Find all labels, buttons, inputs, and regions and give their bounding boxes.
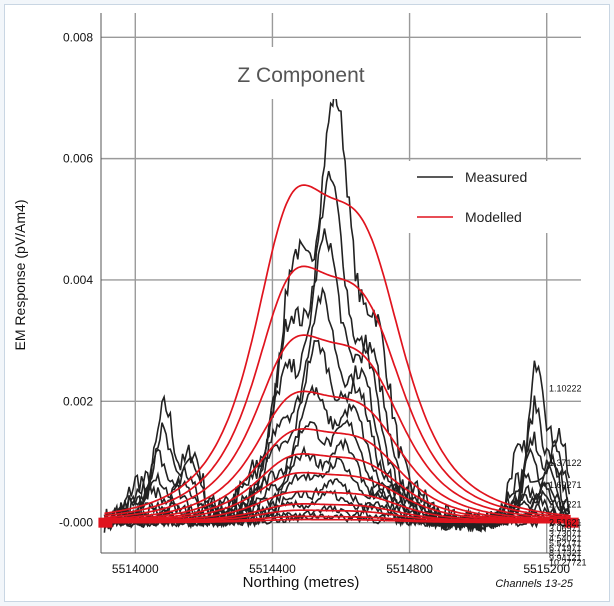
- y-tick-label: 0.002: [63, 394, 93, 408]
- channels-note: Channels 13-25: [495, 578, 574, 590]
- measured-series: [103, 86, 571, 533]
- legend-label: Modelled: [465, 209, 522, 225]
- x-tick-label: 5514400: [249, 562, 296, 576]
- modelled-curve: [104, 265, 571, 519]
- modelled-curve: [104, 390, 571, 521]
- channel-labels: 1.10222 1.37122 1.69271 2.07221 2.516213.069…: [549, 384, 587, 568]
- channel-label: 8.17321: [549, 548, 582, 558]
- endpoint-marker: [98, 517, 113, 528]
- legend-backdrop: [401, 161, 551, 233]
- y-tick-label: -0.000: [59, 516, 93, 530]
- y-axis-label: EM Response (pV/Am4): [12, 200, 28, 351]
- y-tick-label: 0.004: [63, 273, 93, 287]
- title-backdrop: [217, 47, 385, 99]
- modelled-curve: [104, 184, 571, 517]
- channel-label: 2.51621: [549, 518, 582, 528]
- modelled-curve: [104, 453, 571, 523]
- modelled-series: [98, 184, 579, 528]
- modelled-curve: [104, 334, 571, 520]
- axes: 5514000 5514400 5514800 5515200 -0.000 0.002 0…: [59, 13, 581, 576]
- channel-label: 9.94121: [549, 553, 582, 563]
- y-tick-label: 0.008: [63, 30, 93, 44]
- legend: Measured Modelled: [401, 161, 551, 233]
- channel-label: 1.69271: [549, 480, 582, 490]
- modelled-curve: [104, 490, 571, 523]
- x-tick-label: 5514800: [386, 562, 433, 576]
- channel-label: 10.27721: [549, 558, 587, 568]
- channel-label: 2.07221: [549, 499, 582, 509]
- channel-label: 1.10222: [549, 384, 582, 394]
- channel-label: 6.71971: [549, 543, 582, 553]
- modelled-curve: [104, 428, 571, 522]
- legend-label: Measured: [465, 169, 527, 185]
- channel-label: 1.37122: [549, 458, 582, 468]
- channel-label: 3.06971: [549, 524, 582, 534]
- endpoint-marker: [564, 517, 579, 528]
- modelled-curve: [104, 471, 571, 523]
- channel-label: 5.52171: [549, 538, 582, 548]
- modelled-curve: [104, 518, 571, 524]
- x-tick-label: 5514000: [112, 562, 159, 576]
- y-tick-label: 0.006: [63, 152, 93, 166]
- x-axis-label: Northing (metres): [243, 574, 360, 591]
- chart-title: Z Component: [237, 64, 364, 87]
- measured-curve: [104, 286, 571, 532]
- channel-label: 4.54021: [549, 533, 582, 543]
- chart-frame: 5514000 5514400 5514800 5515200 -0.000 0.002 0…: [4, 4, 610, 602]
- channel-label: 3.73071: [549, 529, 582, 539]
- x-tick-label: 5515200: [523, 562, 570, 576]
- em-response-chart: 5514000 5514400 5514800 5515200 -0.000 0.002 0…: [12, 13, 587, 591]
- grid: [101, 13, 581, 553]
